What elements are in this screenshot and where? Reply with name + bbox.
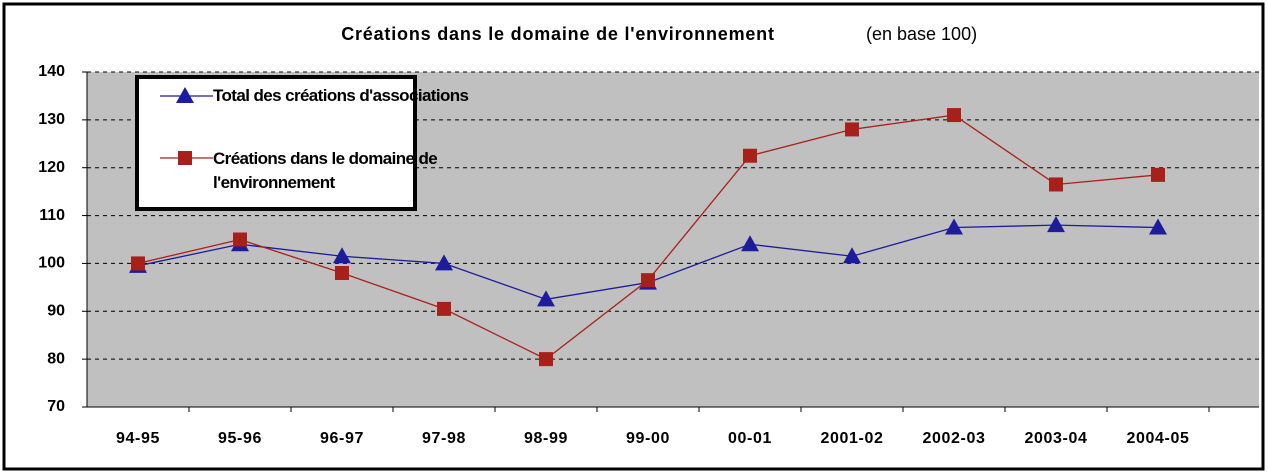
x-tick-label: 98-99 — [524, 430, 568, 447]
data-point — [641, 273, 655, 288]
legend-marker — [176, 87, 194, 103]
y-tick-label: 130 — [38, 111, 65, 128]
y-tick-label: 120 — [38, 159, 65, 176]
data-point — [1151, 167, 1165, 182]
legend-label: Total des créations d'associations — [213, 86, 469, 105]
y-tick-label: 90 — [47, 303, 65, 320]
data-point — [1047, 216, 1065, 233]
x-tick-label: 99-00 — [626, 430, 670, 447]
x-tick-label: 2004-05 — [1127, 430, 1190, 447]
data-point — [435, 254, 453, 271]
data-point — [437, 301, 451, 316]
data-point — [845, 122, 859, 137]
y-tick-label: 140 — [38, 63, 65, 80]
x-tick-label: 2002-03 — [923, 430, 986, 447]
x-tick-label: 2003-04 — [1025, 430, 1088, 447]
x-tick-label: 00-01 — [728, 430, 772, 447]
legend-marker — [178, 151, 192, 165]
chart-subtitle: (en base 100) — [866, 24, 977, 44]
x-tick-label: 94-95 — [116, 430, 160, 447]
y-tick-label: 70 — [47, 398, 65, 415]
data-point — [945, 218, 963, 235]
data-point — [743, 148, 757, 163]
data-point — [843, 247, 861, 264]
legend-label: Créations dans le domaine de l'environne… — [213, 149, 438, 192]
data-point — [131, 256, 145, 271]
data-point — [539, 352, 553, 367]
data-point — [947, 108, 961, 123]
data-point — [335, 266, 349, 280]
data-point — [537, 290, 555, 307]
x-tick-label: 96-97 — [320, 430, 364, 447]
data-point — [1049, 177, 1063, 192]
x-tick-label: 97-98 — [422, 430, 466, 447]
x-tick-label: 2001-02 — [821, 430, 884, 447]
y-tick-label: 80 — [47, 350, 65, 367]
y-tick-label: 100 — [38, 255, 65, 272]
y-tick-label: 110 — [39, 207, 65, 224]
data-point — [741, 235, 759, 252]
chart-title: Créations dans le domaine de l'environne… — [341, 24, 775, 44]
data-point — [1149, 218, 1167, 235]
data-point — [333, 247, 351, 264]
data-point — [233, 232, 247, 247]
x-tick-label: 95-96 — [218, 430, 262, 447]
